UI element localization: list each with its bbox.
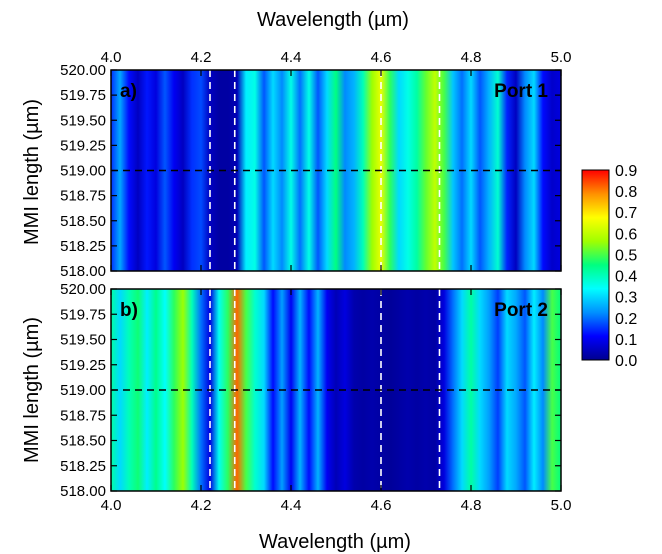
x-tick-label: 5.0 (551, 497, 572, 514)
colorbar-tick-label: 0.9 (615, 163, 637, 180)
y-tick-label: 518.00 (60, 483, 106, 500)
panel-a-label: a) (120, 81, 137, 102)
x-tick-label: 4.6 (371, 497, 392, 514)
y-tick-label: 519.50 (60, 332, 106, 349)
colorbar-tick-label: 0.4 (615, 269, 637, 286)
y-tick-label: 518.25 (60, 238, 106, 255)
x-tick-label: 4.8 (461, 49, 482, 66)
y-tick-label: 520.00 (60, 62, 106, 79)
panel-b-port-label: Port 2 (494, 300, 548, 321)
colorbar-tick-label: 0.8 (615, 184, 637, 201)
y-tick-label: 519.00 (60, 163, 106, 180)
colorbar-tick-label: 0.7 (615, 205, 637, 222)
bottom-x-axis-title: Wavelength (µm) (259, 531, 411, 553)
y-tick-label: 520.00 (60, 281, 106, 298)
y-tick-label: 519.75 (60, 87, 106, 104)
colorbar-labels: 0.0 0.1 0.2 0.3 0.4 0.5 0.6 0.7 0.8 0.9 (615, 163, 637, 370)
y-tick-label: 518.50 (60, 213, 106, 230)
y-tick-label: 519.75 (60, 306, 106, 323)
panel-b-y-axis-title: MMI length (µm) (21, 317, 43, 463)
y-tick-label: 518.75 (60, 407, 106, 424)
y-tick-label: 519.50 (60, 112, 106, 129)
y-tick-label: 519.00 (60, 382, 106, 399)
y-tick-label: 518.00 (60, 263, 106, 280)
panel-a-guide-lines (111, 70, 561, 271)
panel-b: 4.0 4.2 4.4 4.6 4.8 5.0 518.00 518.25 518.50 518.… (60, 281, 571, 514)
colorbar-tick-label: 0.0 (615, 353, 637, 370)
colorbar-tick-label: 0.1 (615, 332, 637, 349)
y-tick-label: 519.25 (60, 357, 106, 374)
top-x-axis-title: Wavelength (µm) (257, 9, 409, 31)
y-tick-label: 518.25 (60, 458, 106, 475)
x-tick-label: 5.0 (551, 49, 572, 66)
x-tick-label: 4.4 (281, 497, 302, 514)
y-tick-label: 518.50 (60, 433, 106, 450)
y-tick-label: 518.75 (60, 188, 106, 205)
panel-b-ticks: 4.0 4.2 4.4 4.6 4.8 5.0 518.00 518.25 518.50 518.… (60, 281, 571, 514)
panel-a-port-label: Port 1 (494, 81, 548, 102)
x-tick-label: 4.4 (281, 49, 302, 66)
colorbar-tick-label: 0.3 (615, 290, 637, 307)
colorbar-tick-label: 0.5 (615, 247, 637, 264)
x-tick-label: 4.0 (101, 497, 122, 514)
colorbar-tick-label: 0.2 (615, 311, 637, 328)
panel-a: 4.0 4.2 4.4 4.6 4.8 5.0 518.00 518.25 518.50 518.… (60, 49, 571, 280)
colorbar: 0.0 0.1 0.2 0.3 0.4 0.5 0.6 0.7 0.8 0.9 (581, 163, 637, 370)
x-tick-label: 4.0 (101, 49, 122, 66)
x-tick-label: 4.2 (191, 49, 212, 66)
x-tick-label: 4.8 (461, 497, 482, 514)
y-tick-label: 519.25 (60, 137, 106, 154)
colorbar-scale (581, 169, 610, 361)
colorbar-tick-label: 0.6 (615, 226, 637, 243)
panel-a-y-axis-title: MMI length (µm) (21, 99, 43, 245)
x-tick-label: 4.2 (191, 497, 212, 514)
x-tick-label: 4.6 (371, 49, 392, 66)
panel-b-guide-lines (111, 289, 561, 491)
panel-a-ticks: 4.0 4.2 4.4 4.6 4.8 5.0 518.00 518.25 518.50 518.… (60, 49, 571, 280)
panel-b-label: b) (120, 300, 138, 321)
